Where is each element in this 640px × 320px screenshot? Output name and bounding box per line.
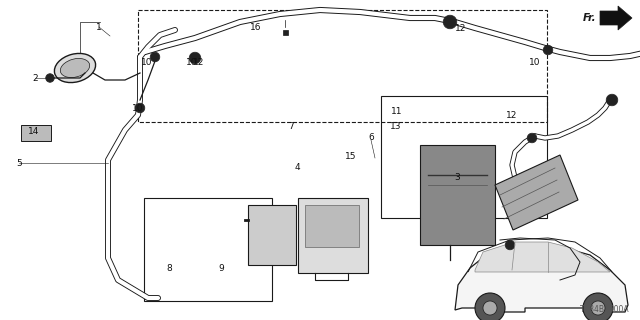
Text: 3: 3: [455, 173, 460, 182]
Text: 7: 7: [289, 122, 294, 131]
Circle shape: [151, 53, 159, 61]
Bar: [420, 145, 495, 245]
Polygon shape: [495, 155, 578, 230]
Text: 6: 6: [369, 133, 374, 142]
Text: 13: 13: [390, 122, 401, 131]
Text: 12: 12: [506, 111, 518, 120]
Circle shape: [475, 293, 505, 320]
Text: 4: 4: [295, 164, 300, 172]
Circle shape: [444, 16, 456, 28]
Circle shape: [136, 104, 144, 112]
Text: 10: 10: [141, 58, 153, 67]
Circle shape: [47, 75, 54, 82]
Polygon shape: [475, 242, 610, 272]
Bar: [248, 205, 296, 265]
Circle shape: [190, 53, 200, 63]
FancyBboxPatch shape: [21, 125, 51, 141]
Circle shape: [506, 241, 514, 249]
Bar: [282, 29, 287, 35]
Bar: [381, 96, 547, 218]
Bar: [144, 198, 272, 301]
Text: 12: 12: [193, 58, 204, 67]
Bar: [305, 205, 359, 247]
Bar: [298, 198, 368, 273]
Ellipse shape: [60, 59, 90, 77]
Circle shape: [591, 301, 605, 315]
Text: 2: 2: [33, 74, 38, 83]
Circle shape: [544, 46, 552, 54]
Text: 1: 1: [97, 23, 102, 32]
Text: 10: 10: [132, 104, 143, 113]
Text: 16: 16: [250, 23, 262, 32]
Text: Fr.: Fr.: [582, 13, 596, 23]
Text: 9: 9: [218, 264, 223, 273]
Text: 15: 15: [345, 152, 356, 161]
Text: 10: 10: [186, 58, 198, 67]
Circle shape: [483, 301, 497, 315]
Text: 8: 8: [167, 264, 172, 273]
Text: TXB4B1600A: TXB4B1600A: [580, 305, 630, 314]
Text: 12: 12: [455, 24, 467, 33]
Ellipse shape: [54, 53, 95, 83]
Polygon shape: [455, 248, 628, 312]
Text: 11: 11: [391, 108, 403, 116]
Bar: [138, 10, 547, 122]
Circle shape: [528, 134, 536, 142]
Text: 5: 5: [17, 159, 22, 168]
Text: 10: 10: [529, 58, 540, 67]
Circle shape: [607, 95, 617, 105]
Polygon shape: [600, 6, 632, 30]
Text: 14: 14: [28, 127, 40, 136]
Circle shape: [583, 293, 613, 320]
